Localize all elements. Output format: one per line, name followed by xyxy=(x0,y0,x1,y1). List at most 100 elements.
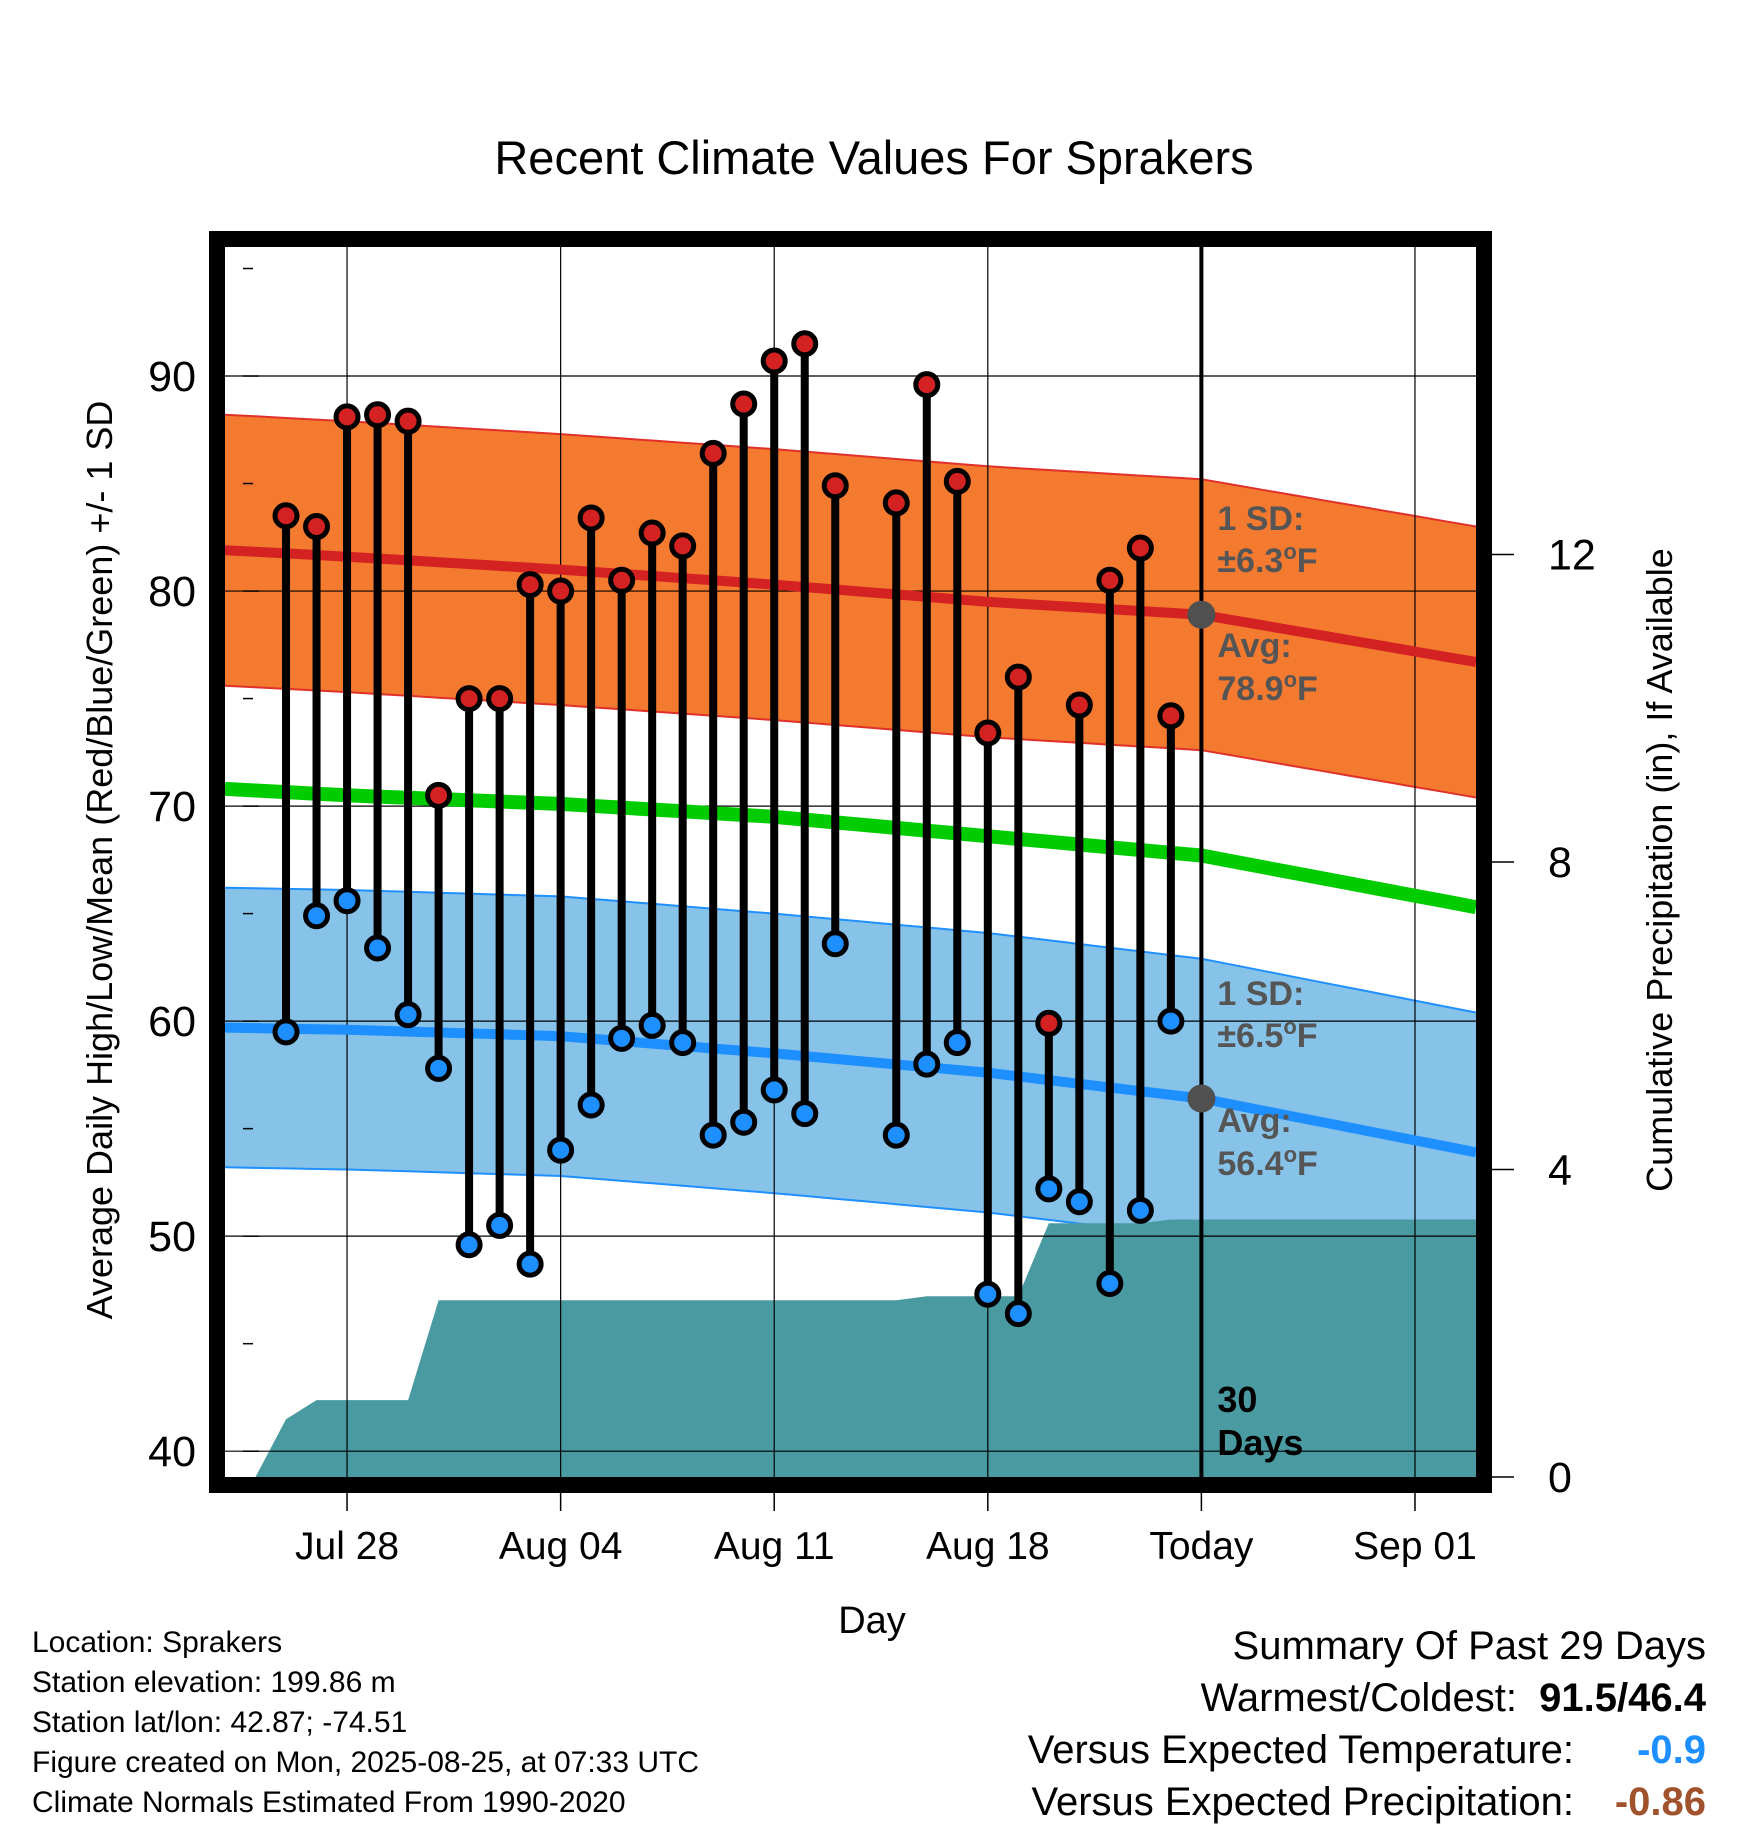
daily-low-point xyxy=(394,1001,422,1029)
high-sd-label: 1 SD: xyxy=(1217,500,1304,538)
plot-frame xyxy=(209,231,1492,1493)
x-tick-label: Aug 18 xyxy=(926,1525,1050,1568)
daily-high-point xyxy=(1096,566,1124,594)
daily-high-point xyxy=(547,577,575,605)
daily-high-point xyxy=(425,781,453,809)
daily-low-point xyxy=(638,1011,666,1039)
high-sd-band xyxy=(225,414,1476,798)
x-axis-label: Day xyxy=(838,1600,906,1642)
daily-low-point xyxy=(1035,1175,1063,1203)
daily-high-point xyxy=(974,719,1002,747)
daily-high-point xyxy=(1065,691,1093,719)
daily-high-point xyxy=(669,532,697,560)
daily-low-point xyxy=(486,1211,514,1239)
daily-low-point xyxy=(913,1050,941,1078)
y-tick-label: 40 xyxy=(148,1428,196,1476)
info-location: Location: Sprakers xyxy=(32,1626,283,1659)
daily-low-point xyxy=(974,1280,1002,1308)
daily-low-point xyxy=(547,1136,575,1164)
daily-high-point xyxy=(1126,534,1154,562)
y-tick-label: 50 xyxy=(148,1213,196,1261)
daily-low-point xyxy=(760,1076,788,1104)
daily-high-point xyxy=(760,347,788,375)
daily-low-point xyxy=(730,1108,758,1136)
daily-low-point xyxy=(1096,1269,1124,1297)
daily-low-point xyxy=(272,1018,300,1046)
info-elevation: Station elevation: 199.86 m xyxy=(32,1666,396,1699)
daily-low-point xyxy=(608,1024,636,1052)
info-latlon: Station lat/lon: 42.87; -74.51 xyxy=(32,1706,408,1739)
y2-tick-label: 8 xyxy=(1548,839,1572,887)
high-avg-label: Avg: xyxy=(1217,627,1291,665)
daily-high-point xyxy=(303,513,331,541)
y-tick-label: 80 xyxy=(148,568,196,616)
today-low-normal-dot xyxy=(1187,1084,1216,1113)
low-avg-label: Avg: xyxy=(1217,1102,1291,1140)
daily-low-point xyxy=(1157,1007,1185,1035)
high-sd-value: ±6.3oF xyxy=(1217,539,1317,580)
daily-high-point xyxy=(333,403,361,431)
daily-high-point xyxy=(943,467,971,495)
high-sd-lower-edge xyxy=(225,684,1476,799)
daily-high-point xyxy=(821,472,849,500)
x-tick-label: Jul 28 xyxy=(295,1525,399,1568)
summary-panel: Summary Of Past 29 Days Warmest/Coldest:… xyxy=(1028,1620,1706,1828)
y-tick-label: 90 xyxy=(148,353,196,401)
daily-low-point xyxy=(669,1029,697,1057)
high-avg-value: 78.9oF xyxy=(1217,667,1317,708)
summary-warmest-value: 91.5/46.4 xyxy=(1539,1676,1706,1720)
summary-precip: Versus Expected Precipitation: -0.86 xyxy=(1028,1776,1706,1828)
daily-high-point xyxy=(455,685,483,713)
daily-high-point xyxy=(394,407,422,435)
daily-low-point xyxy=(455,1231,483,1259)
info-created: Figure created on Mon, 2025-08-25, at 07… xyxy=(32,1746,700,1779)
y-axis-label: Average Daily High/Low/Mean (Red/Blue/Gr… xyxy=(79,400,120,1320)
daily-high-point xyxy=(882,489,910,517)
daily-high-point xyxy=(516,571,544,599)
x-tick-label: Aug 11 xyxy=(714,1525,835,1568)
low-sd-value: ±6.5oF xyxy=(1217,1014,1317,1055)
daily-low-point xyxy=(577,1091,605,1119)
daily-high-point xyxy=(272,502,300,530)
daily-low-point xyxy=(943,1029,971,1057)
summary-temp-label: Versus Expected Temperature: xyxy=(1027,1728,1574,1772)
daily-high-point xyxy=(730,390,758,418)
today-high-normal-dot xyxy=(1187,600,1216,629)
chart-title: Recent Climate Values For Sprakers xyxy=(494,131,1254,184)
low-sd-upper-edge xyxy=(225,886,1476,1014)
daily-low-point xyxy=(364,934,392,962)
daily-low-point xyxy=(516,1250,544,1278)
daily-low-point xyxy=(1065,1188,1093,1216)
daily-high-point xyxy=(486,685,514,713)
daily-high-point xyxy=(1157,702,1185,730)
daily-low-point xyxy=(699,1121,727,1149)
daily-high-point xyxy=(638,519,666,547)
daily-low-point xyxy=(1126,1196,1154,1224)
daily-low-point xyxy=(303,902,331,930)
daily-low-point xyxy=(791,1100,819,1128)
daily-low-point xyxy=(882,1121,910,1149)
summary-heading: Summary Of Past 29 Days xyxy=(1232,1624,1706,1668)
plot-area xyxy=(225,247,1476,1477)
daily-high-point xyxy=(913,371,941,399)
daily-high-point xyxy=(364,401,392,429)
daily-high-point xyxy=(1035,1009,1063,1037)
daily-high-point xyxy=(608,566,636,594)
high-normal-line xyxy=(225,545,1476,667)
station-info: Location: Sprakers Station elevation: 19… xyxy=(32,1623,699,1823)
y2-tick-label: 4 xyxy=(1548,1147,1572,1195)
days-number-label: 30 xyxy=(1217,1379,1257,1420)
daily-low-point xyxy=(425,1054,453,1082)
daily-low-point xyxy=(1004,1300,1032,1328)
daily-high-point xyxy=(699,439,727,467)
x-tick-label: Sep 01 xyxy=(1353,1525,1477,1568)
summary-temp: Versus Expected Temperature: -0.9 xyxy=(1028,1724,1706,1776)
daily-high-point xyxy=(791,330,819,358)
low-normal-line xyxy=(225,1022,1476,1158)
x-tick-label: Today xyxy=(1149,1525,1254,1568)
daily-low-point xyxy=(821,930,849,958)
y2-tick-label: 0 xyxy=(1548,1454,1572,1502)
y2-axis-label: Cumulative Precipitation (in), If Availa… xyxy=(1639,548,1680,1192)
y2-tick-label: 12 xyxy=(1548,532,1596,580)
